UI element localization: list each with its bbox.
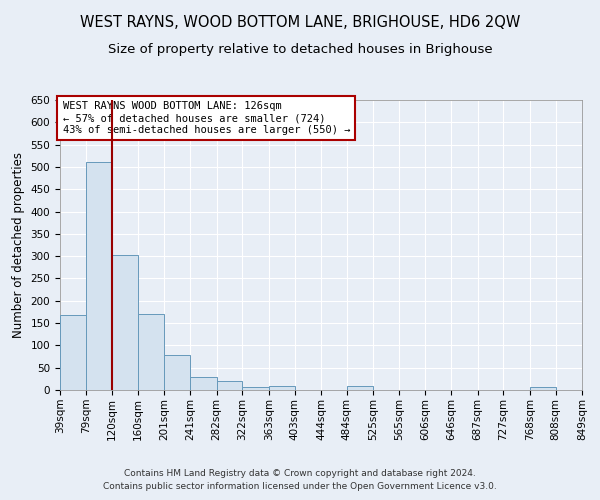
Bar: [269, 386, 295, 390]
Bar: [530, 388, 556, 390]
Bar: [164, 355, 190, 390]
Y-axis label: Number of detached properties: Number of detached properties: [12, 152, 25, 338]
Bar: [86, 162, 112, 390]
Text: Contains public sector information licensed under the Open Government Licence v3: Contains public sector information licen…: [103, 482, 497, 491]
Text: WEST RAYNS, WOOD BOTTOM LANE, BRIGHOUSE, HD6 2QW: WEST RAYNS, WOOD BOTTOM LANE, BRIGHOUSE,…: [80, 15, 520, 30]
Bar: [190, 376, 217, 390]
Bar: [112, 255, 138, 390]
Text: Contains HM Land Registry data © Crown copyright and database right 2024.: Contains HM Land Registry data © Crown c…: [124, 468, 476, 477]
Bar: [138, 314, 164, 390]
Text: WEST RAYNS WOOD BOTTOM LANE: 126sqm
← 57% of detached houses are smaller (724)
4: WEST RAYNS WOOD BOTTOM LANE: 126sqm ← 57…: [62, 102, 350, 134]
Bar: [217, 381, 242, 390]
Bar: [60, 315, 86, 390]
Text: Size of property relative to detached houses in Brighouse: Size of property relative to detached ho…: [107, 42, 493, 56]
Bar: [347, 386, 373, 390]
Bar: [242, 387, 269, 390]
